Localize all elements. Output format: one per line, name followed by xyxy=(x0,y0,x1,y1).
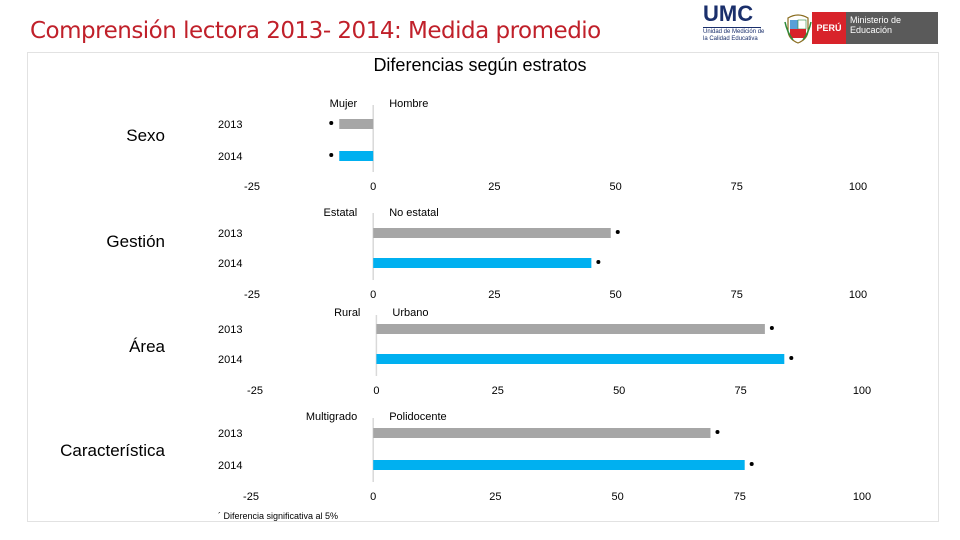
x-tick-label: 50 xyxy=(611,491,623,503)
x-tick-label: 100 xyxy=(853,491,871,503)
x-tick-label: 75 xyxy=(731,289,743,301)
left-category-label: Multigrado xyxy=(306,411,357,423)
x-tick-label: -25 xyxy=(247,385,263,397)
ministry-text: Ministerio de Educación xyxy=(846,12,938,44)
chart-panel xyxy=(27,52,939,522)
significance-marker xyxy=(715,430,720,434)
year-label: 2014 xyxy=(218,354,242,366)
right-category-label: Hombre xyxy=(389,98,428,110)
x-tick-label: -25 xyxy=(243,491,259,503)
year-label: 2013 xyxy=(218,228,242,240)
bar-2013 xyxy=(339,119,374,129)
year-label: 2014 xyxy=(218,460,242,472)
footnote: ´ Diferencia significativa al 5% xyxy=(218,511,338,521)
x-tick-label: 0 xyxy=(370,181,376,193)
x-tick-label: 0 xyxy=(370,491,376,503)
left-category-label: Mujer xyxy=(330,98,358,110)
significance-marker xyxy=(596,260,601,264)
group-label: Gestión xyxy=(106,232,165,251)
right-category-label: Urbano xyxy=(392,307,428,319)
umc-logo-text: UMC xyxy=(703,1,754,26)
peru-coat-of-arms-icon xyxy=(784,14,812,44)
group-label: Característica xyxy=(60,441,165,460)
page-title: Comprensión lectora 2013- 2014: Medida p… xyxy=(30,18,601,44)
bar-2014 xyxy=(373,258,592,268)
x-tick-label: 100 xyxy=(849,289,867,301)
x-tick-label: 25 xyxy=(489,491,501,503)
x-tick-label: 25 xyxy=(488,181,500,193)
x-tick-label: -25 xyxy=(244,289,260,301)
significance-marker xyxy=(615,230,620,234)
x-tick-label: 25 xyxy=(488,289,500,301)
chart-subtitle: Diferencias según estratos xyxy=(373,55,587,75)
year-label: 2013 xyxy=(218,428,242,440)
right-category-label: No estatal xyxy=(389,207,439,219)
umc-logo-subtext: Unidad de Medición de la Calidad Educati… xyxy=(703,29,765,42)
x-tick-label: 50 xyxy=(609,181,621,193)
year-label: 2014 xyxy=(218,258,242,270)
bar-2014 xyxy=(339,151,374,161)
x-tick-label: 0 xyxy=(370,289,376,301)
bar-2013 xyxy=(373,428,711,438)
year-label: 2014 xyxy=(218,151,242,163)
significance-marker xyxy=(329,121,334,125)
ministry-logo: PERÚ Ministerio de Educación xyxy=(812,12,938,44)
significance-marker xyxy=(789,356,794,360)
significance-marker xyxy=(329,153,334,157)
left-category-label: Estatal xyxy=(324,207,358,219)
year-label: 2013 xyxy=(218,324,242,336)
x-tick-label: 0 xyxy=(373,385,379,397)
significance-marker xyxy=(749,462,754,466)
group-label: Área xyxy=(129,337,165,356)
right-category-label: Polidocente xyxy=(389,411,447,423)
year-label: 2013 xyxy=(218,119,242,131)
x-tick-label: 25 xyxy=(492,385,504,397)
x-tick-label: -25 xyxy=(244,181,260,193)
x-tick-label: 75 xyxy=(734,491,746,503)
x-tick-label: 50 xyxy=(613,385,625,397)
umc-logo: UMC Unidad de Medición de la Calidad Edu… xyxy=(703,2,765,52)
group-label: Sexo xyxy=(126,126,165,145)
left-category-label: Rural xyxy=(334,307,360,319)
peru-badge: PERÚ xyxy=(812,12,846,44)
bar-2014 xyxy=(376,354,785,364)
bar-2013 xyxy=(376,324,765,334)
significance-marker xyxy=(769,326,774,330)
bar-2013 xyxy=(373,228,611,238)
x-tick-label: 75 xyxy=(731,181,743,193)
x-tick-label: 100 xyxy=(849,181,867,193)
x-tick-label: 50 xyxy=(609,289,621,301)
x-tick-label: 75 xyxy=(734,385,746,397)
bar-2014 xyxy=(373,460,745,470)
x-tick-label: 100 xyxy=(853,385,871,397)
